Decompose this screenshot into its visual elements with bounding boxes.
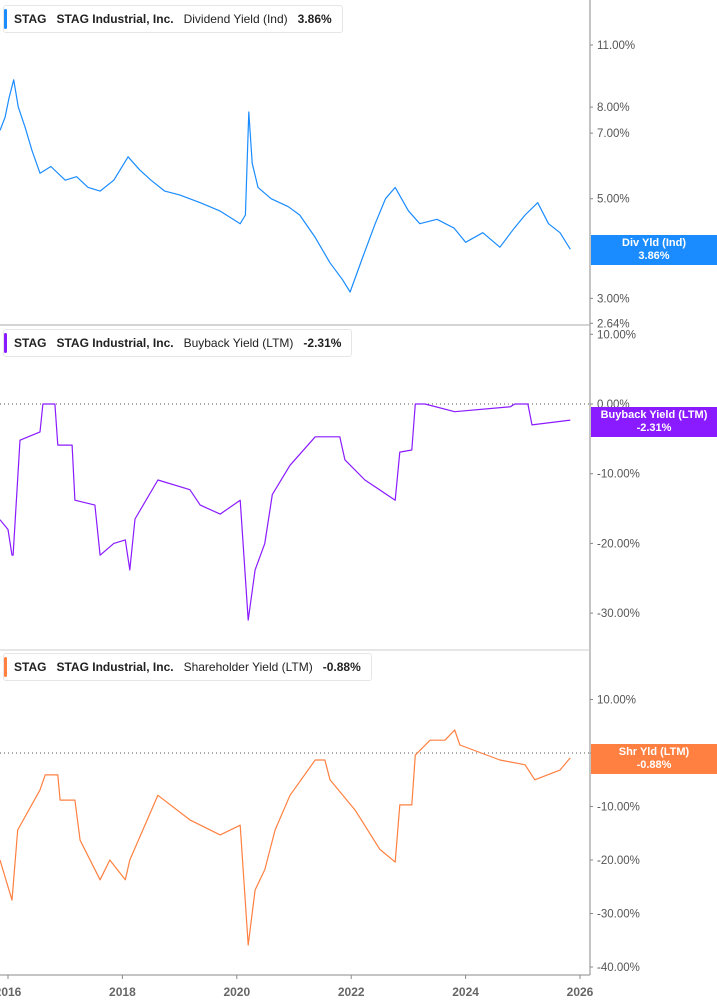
legend-color-bar <box>4 657 7 677</box>
legend-metric: Dividend Yield (Ind) <box>183 12 288 26</box>
legend-metric: Buyback Yield (LTM) <box>183 336 294 350</box>
value-tag-shareholder: Shr Yld (LTM) -0.88% <box>591 744 717 774</box>
legend-value: 3.86% <box>297 12 332 26</box>
legend-metric: Shareholder Yield (LTM) <box>183 660 313 674</box>
y-tick-label: -10.00% <box>597 469 640 481</box>
series-line-buyback <box>0 403 571 621</box>
legend-color-bar <box>4 9 7 29</box>
tag-label: Buyback Yield (LTM) <box>600 409 708 421</box>
y-tick-label: -30.00% <box>597 608 640 620</box>
tag-value: -0.88% <box>636 759 672 771</box>
y-tick-label: 2.64% <box>597 318 630 330</box>
legend-ticker: STAG <box>14 12 47 26</box>
y-tick-label: 3.00% <box>597 293 630 305</box>
y-tick-label: -10.00% <box>597 802 640 814</box>
x-tick-label: 2018 <box>109 985 136 999</box>
legend-ticker: STAG <box>14 336 47 350</box>
legend-company: STAG Industrial, Inc. <box>56 12 174 26</box>
x-tick-label: 2020 <box>223 985 250 999</box>
legend-company: STAG Industrial, Inc. <box>56 660 174 674</box>
y-tick-label: 8.00% <box>597 102 630 114</box>
legend-shareholder: STAG STAG Industrial, Inc. Shareholder Y… <box>3 653 372 681</box>
y-tick-label: -40.00% <box>597 962 640 974</box>
legend-company: STAG Industrial, Inc. <box>56 336 174 350</box>
x-tick-label: 2024 <box>452 985 479 999</box>
y-tick-label: -20.00% <box>597 855 640 867</box>
y-tick-label: 10.00% <box>597 695 636 707</box>
x-tick-label: 2022 <box>338 985 365 999</box>
value-tag-dividend: Div Yld (Ind) 3.86% <box>591 235 717 265</box>
tag-value: -2.31% <box>636 422 672 434</box>
legend-buyback: STAG STAG Industrial, Inc. Buyback Yield… <box>3 329 353 357</box>
series-line-shareholder <box>0 729 571 946</box>
y-tick-label: -30.00% <box>597 909 640 921</box>
series-line-dividend <box>0 79 571 293</box>
legend-dividend: STAG STAG Industrial, Inc. Dividend Yiel… <box>3 5 343 33</box>
tag-value: 3.86% <box>638 250 670 262</box>
legend-ticker: STAG <box>14 660 47 674</box>
y-tick-label: -20.00% <box>597 538 640 550</box>
legend-value: -0.88% <box>322 660 361 674</box>
tag-label: Shr Yld (LTM) <box>618 746 690 758</box>
y-tick-label: 10.00% <box>597 329 636 341</box>
y-tick-label: 5.00% <box>597 194 630 206</box>
x-tick-label: 2016 <box>0 985 22 999</box>
y-tick-label: 11.00% <box>597 40 635 52</box>
y-tick-label: 7.00% <box>597 128 630 140</box>
x-tick-label: 2026 <box>567 985 594 999</box>
value-tag-buyback: Buyback Yield (LTM) -2.31% <box>591 407 717 437</box>
legend-value: -2.31% <box>303 336 342 350</box>
legend-color-bar <box>4 333 7 353</box>
tag-label: Div Yld (Ind) <box>622 237 686 249</box>
